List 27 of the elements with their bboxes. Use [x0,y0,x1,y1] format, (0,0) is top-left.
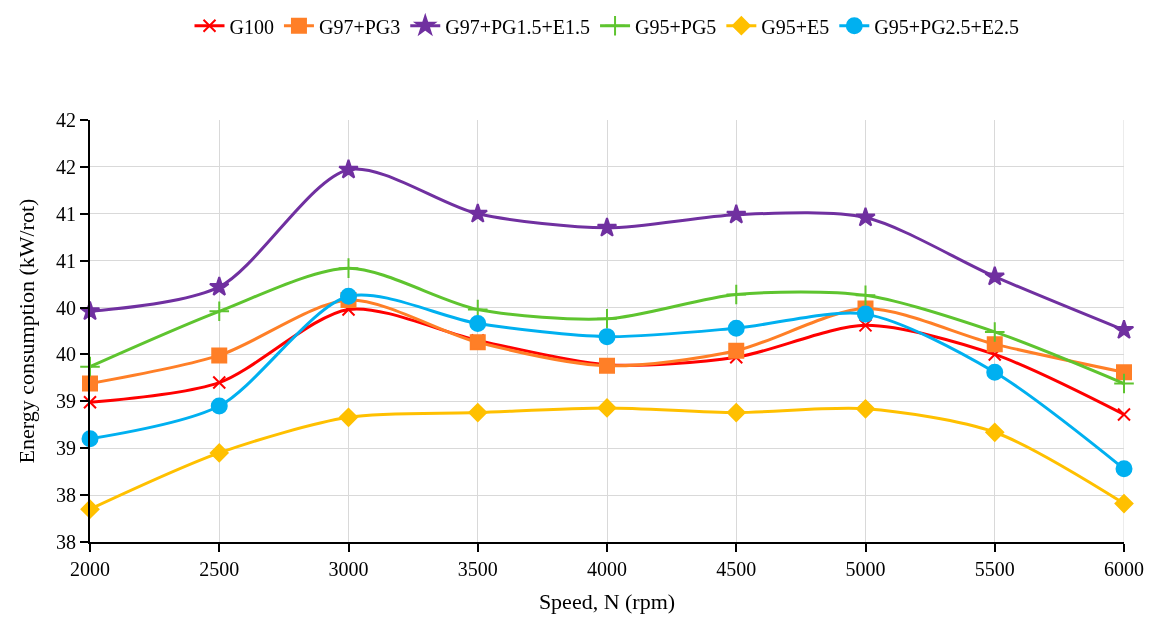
y-tick-label: 42 [56,109,76,131]
x-tick-label: 2500 [199,558,240,580]
y-tick-label: 38 [56,484,76,507]
x-tick-label: 3000 [328,558,369,580]
x-tick-label: 3500 [457,558,498,580]
y-tick-label: 39 [56,437,76,460]
x-tick-label: 4500 [716,558,757,580]
x-axis-title: Speed, N (rpm) [538,589,676,615]
x-tick-label: 2000 [70,558,110,580]
x-tick-label: 4000 [587,558,627,580]
x-tick-label: 6000 [1104,558,1144,580]
legend-label: G95+PG2.5+E2.5 [874,15,1020,38]
legend-label: G95+PG5 [635,15,717,38]
y-tick-label: 39 [56,390,76,413]
legend-label: G97+PG3 [318,15,401,38]
y-axis-title: Energy consumption (kW/rot) [14,198,40,464]
y-tick-label: 40 [56,343,76,366]
x-tick-label: 5500 [974,558,1015,580]
legend-label: G95+E5 [761,15,830,38]
x-tick-label: 5000 [845,558,886,580]
y-tick-label: 42 [56,155,76,178]
legend-label: G100 [229,15,274,38]
y-tick-label: 41 [56,202,76,225]
y-tick-label: 41 [56,249,76,272]
y-tick-label: 38 [56,531,76,553]
legend-label: G97+PG1.5+E1.5 [445,15,591,38]
y-tick-label: 40 [56,296,76,319]
